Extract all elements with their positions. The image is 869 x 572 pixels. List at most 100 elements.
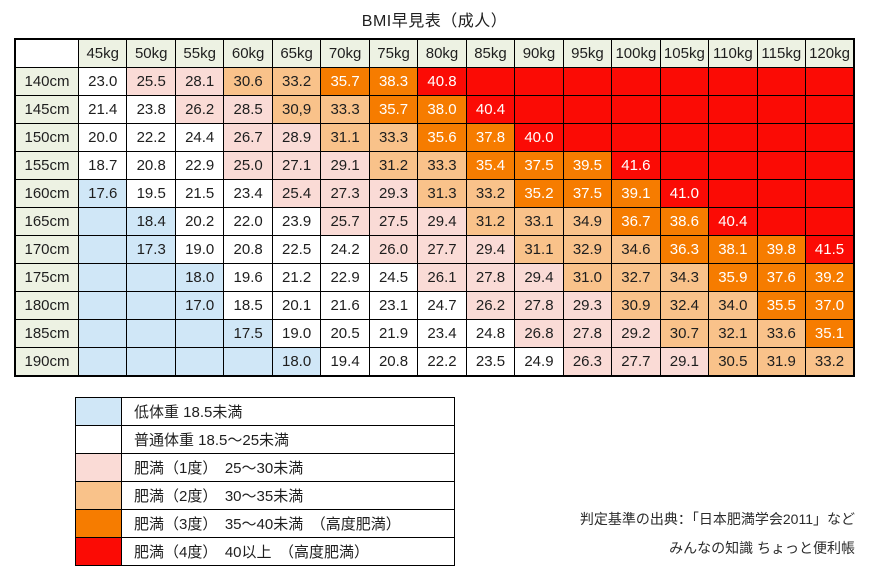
- legend-body: 低体重 18.5未満 普通体重 18.5～25未満 肥満（1度） 25～30未満 肥満…: [75, 397, 455, 566]
- bmi-cell: 26.3: [562, 347, 613, 377]
- bmi-cell: 36.7: [611, 207, 661, 236]
- bmi-cell: 23.8: [126, 95, 176, 124]
- bmi-cell: [708, 95, 758, 124]
- bmi-cell: 30.7: [659, 319, 710, 348]
- bmi-cell: 23.9: [271, 207, 322, 236]
- bmi-cell: 27.3: [320, 179, 370, 208]
- bmi-cell: 34.0: [708, 291, 758, 320]
- bmi-cell: 24.2: [320, 235, 370, 264]
- bmi-cell: 41.0: [659, 179, 710, 208]
- height-header: 150cm: [14, 123, 79, 152]
- weight-header: 55kg: [174, 38, 225, 68]
- bmi-cell: 35.9: [708, 263, 758, 292]
- legend-table: 低体重 18.5未満 普通体重 18.5～25未満 肥満（1度） 25～30未満 肥満…: [75, 397, 455, 566]
- bmi-cell: 19.4: [320, 347, 370, 377]
- bmi-cell: 21.5: [174, 179, 225, 208]
- bmi-cell: 18.0: [271, 347, 322, 377]
- bmi-cell: 27.8: [465, 263, 516, 292]
- weight-header: 110kg: [708, 38, 758, 68]
- weight-header: 90kg: [514, 38, 564, 68]
- bmi-cell: 17.0: [174, 291, 225, 320]
- bmi-cell: 33.3: [368, 123, 419, 152]
- bmi-cell: 29.4: [465, 235, 516, 264]
- weight-header: 70kg: [320, 38, 370, 68]
- bmi-cell: [126, 319, 176, 348]
- bmi-cell: [126, 263, 176, 292]
- bmi-cell: [611, 123, 661, 152]
- bmi-cell: [77, 291, 128, 320]
- table-row: 175cm 18.0 19.6 21.2 22.9 24.5 26.1 27.8 29.4 31.…: [14, 263, 855, 292]
- bmi-cell: 29.2: [611, 319, 661, 348]
- weight-header: 95kg: [562, 38, 613, 68]
- bmi-cell: [77, 235, 128, 264]
- bmi-cell: 40.4: [465, 95, 516, 124]
- bmi-cell: 33.2: [465, 179, 516, 208]
- legend-swatch-n: [75, 425, 122, 454]
- bmi-cell: 22.2: [417, 347, 467, 377]
- bmi-cell: [756, 207, 807, 236]
- bmi-cell: 23.4: [417, 319, 467, 348]
- bmi-cell: 27.8: [562, 319, 613, 348]
- bmi-cell: 29.4: [417, 207, 467, 236]
- weight-header: 45kg: [77, 38, 128, 68]
- bmi-cell: [223, 347, 273, 377]
- bmi-cell: 33.2: [271, 67, 322, 96]
- bmi-cell: 35.6: [417, 123, 467, 152]
- bmi-cell: 35.5: [756, 291, 807, 320]
- bmi-cell: 21.4: [77, 95, 128, 124]
- height-header: 185cm: [14, 319, 79, 348]
- bmi-cell: 20.5: [320, 319, 370, 348]
- bmi-cell: [805, 151, 855, 180]
- bmi-cell: [562, 123, 613, 152]
- bmi-cell: 18.7: [77, 151, 128, 180]
- bmi-cell: 32.7: [611, 263, 661, 292]
- weight-header: 80kg: [417, 38, 467, 68]
- bmi-cell: 20.2: [174, 207, 225, 236]
- bmi-cell: [756, 123, 807, 152]
- bmi-cell: 20.8: [368, 347, 419, 377]
- bmi-cell: 27.7: [417, 235, 467, 264]
- height-header: 155cm: [14, 151, 79, 180]
- bmi-cell: 25.5: [126, 67, 176, 96]
- bmi-cell: [562, 95, 613, 124]
- bmi-cell: 24.8: [465, 319, 516, 348]
- bmi-cell: 17.6: [77, 179, 128, 208]
- bmi-cell: 27.8: [514, 291, 564, 320]
- bmi-cell: 39.8: [756, 235, 807, 264]
- bmi-cell: 28.1: [174, 67, 225, 96]
- source-line-2: みんなの知識 ちょっと便利帳: [669, 540, 855, 556]
- bmi-cell: 38.3: [368, 67, 419, 96]
- bmi-cell: [659, 67, 710, 96]
- bmi-cell: 24.7: [417, 291, 467, 320]
- bmi-cell: 20.8: [126, 151, 176, 180]
- bmi-cell: [174, 347, 225, 377]
- legend-swatch-ob1: [75, 453, 122, 482]
- weight-header: 100kg: [611, 38, 661, 68]
- bmi-cell: [611, 67, 661, 96]
- height-header: 190cm: [14, 347, 79, 377]
- bmi-cell: 37.8: [465, 123, 516, 152]
- bmi-cell: [126, 347, 176, 377]
- bmi-cell: [126, 291, 176, 320]
- height-header: 145cm: [14, 95, 79, 124]
- weight-header: 85kg: [465, 38, 516, 68]
- table-row: 185cm 17.5 19.0 20.5 21.9 23.4 24.8 26.8 27.8 29.…: [14, 319, 855, 348]
- bmi-cell: 29.1: [320, 151, 370, 180]
- table-row: 145cm 21.4 23.8 26.2 28.5 30,9 33.3 35.7 38.0 40.…: [14, 95, 855, 124]
- bmi-cell: 35.4: [465, 151, 516, 180]
- bmi-cell: 37.5: [562, 179, 613, 208]
- bmi-cell: 22.9: [174, 151, 225, 180]
- weight-header: 105kg: [659, 38, 710, 68]
- bmi-cell: 34.6: [611, 235, 661, 264]
- legend-swatch-low: [75, 397, 122, 426]
- bmi-cell: 31.0: [562, 263, 613, 292]
- bmi-cell: 30.9: [611, 291, 661, 320]
- bmi-cell: [77, 347, 128, 377]
- bmi-cell: 27.5: [368, 207, 419, 236]
- bmi-cell: 22.2: [126, 123, 176, 152]
- legend-label: 肥満（2度） 30～35未満: [121, 481, 455, 510]
- bmi-cell: 19.0: [174, 235, 225, 264]
- bmi-cell: 22.0: [223, 207, 273, 236]
- bmi-cell: 26.2: [465, 291, 516, 320]
- bmi-cell: 26.1: [417, 263, 467, 292]
